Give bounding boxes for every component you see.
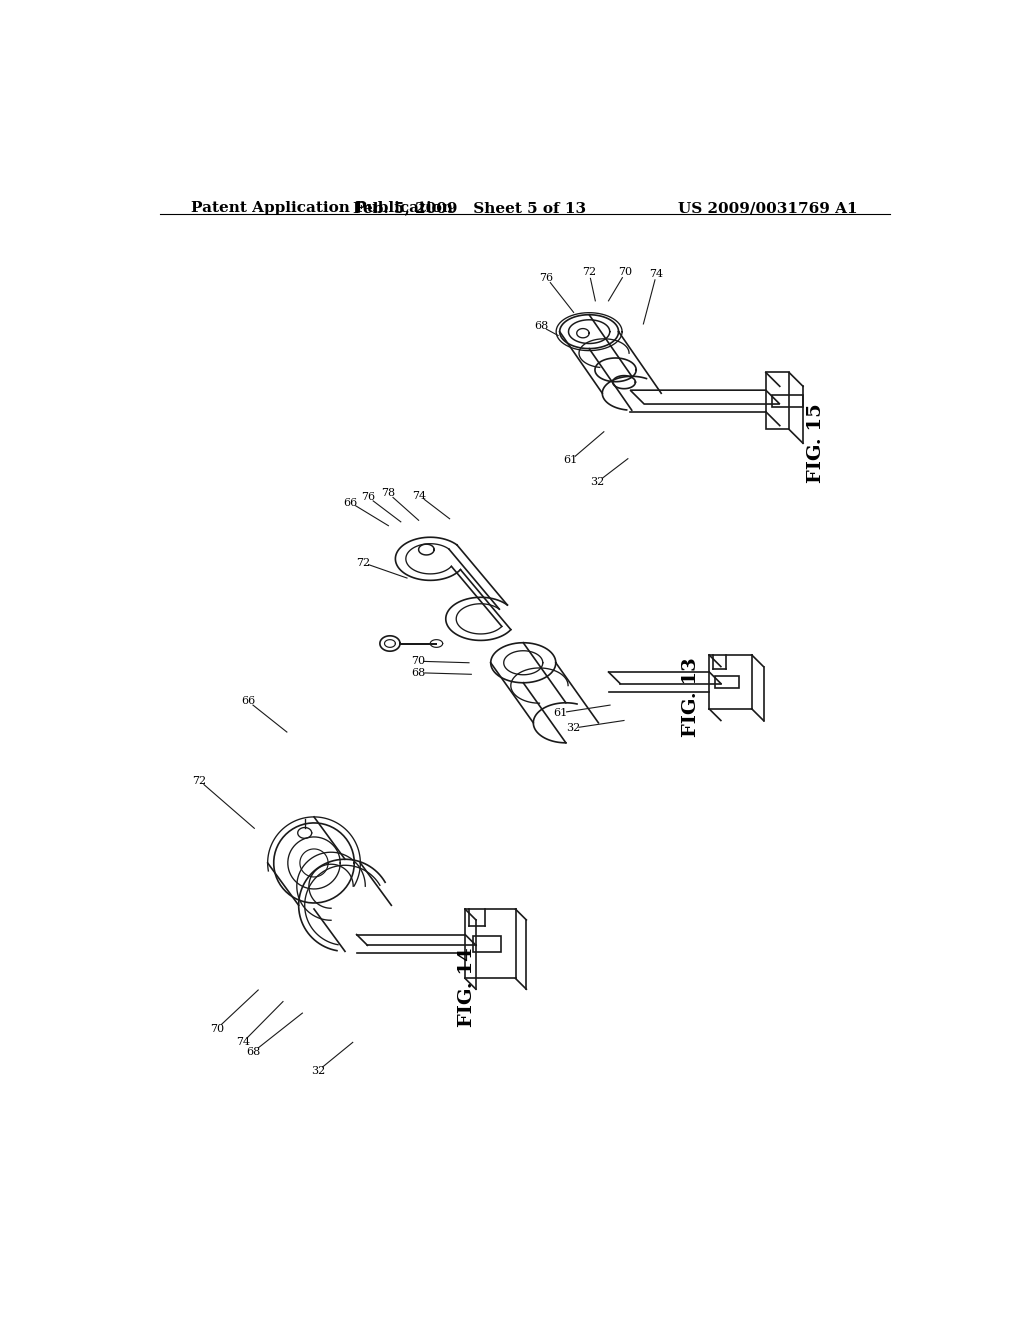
Text: 68: 68	[534, 321, 548, 331]
Text: 68: 68	[412, 668, 426, 677]
Text: 66: 66	[343, 498, 357, 508]
Text: 61: 61	[553, 708, 567, 718]
Bar	[473, 936, 501, 952]
Text: 76: 76	[540, 273, 554, 282]
Text: 74: 74	[413, 491, 426, 500]
Text: FIG. 13: FIG. 13	[682, 657, 700, 737]
Text: 74: 74	[649, 269, 664, 279]
Text: 72: 72	[193, 776, 207, 785]
Text: 76: 76	[361, 492, 376, 502]
Text: 72: 72	[582, 268, 596, 277]
Text: 32: 32	[565, 723, 580, 733]
Text: 61: 61	[563, 455, 578, 465]
Text: FIG. 14: FIG. 14	[458, 946, 476, 1027]
Text: US 2009/0031769 A1: US 2009/0031769 A1	[679, 201, 858, 215]
Text: 68: 68	[247, 1047, 261, 1056]
Text: FIG. 15: FIG. 15	[807, 403, 825, 483]
Text: 70: 70	[618, 268, 633, 277]
Text: 66: 66	[241, 696, 255, 706]
Bar	[716, 676, 738, 688]
Text: 32: 32	[591, 477, 605, 487]
Text: 32: 32	[310, 1065, 325, 1076]
Text: 78: 78	[381, 488, 395, 499]
Text: Feb. 5, 2009   Sheet 5 of 13: Feb. 5, 2009 Sheet 5 of 13	[352, 201, 586, 215]
Text: 70: 70	[411, 656, 425, 667]
Text: 70: 70	[210, 1023, 224, 1034]
Text: 72: 72	[355, 557, 370, 568]
Text: Patent Application Publication: Patent Application Publication	[191, 201, 454, 215]
Text: 74: 74	[236, 1038, 250, 1047]
